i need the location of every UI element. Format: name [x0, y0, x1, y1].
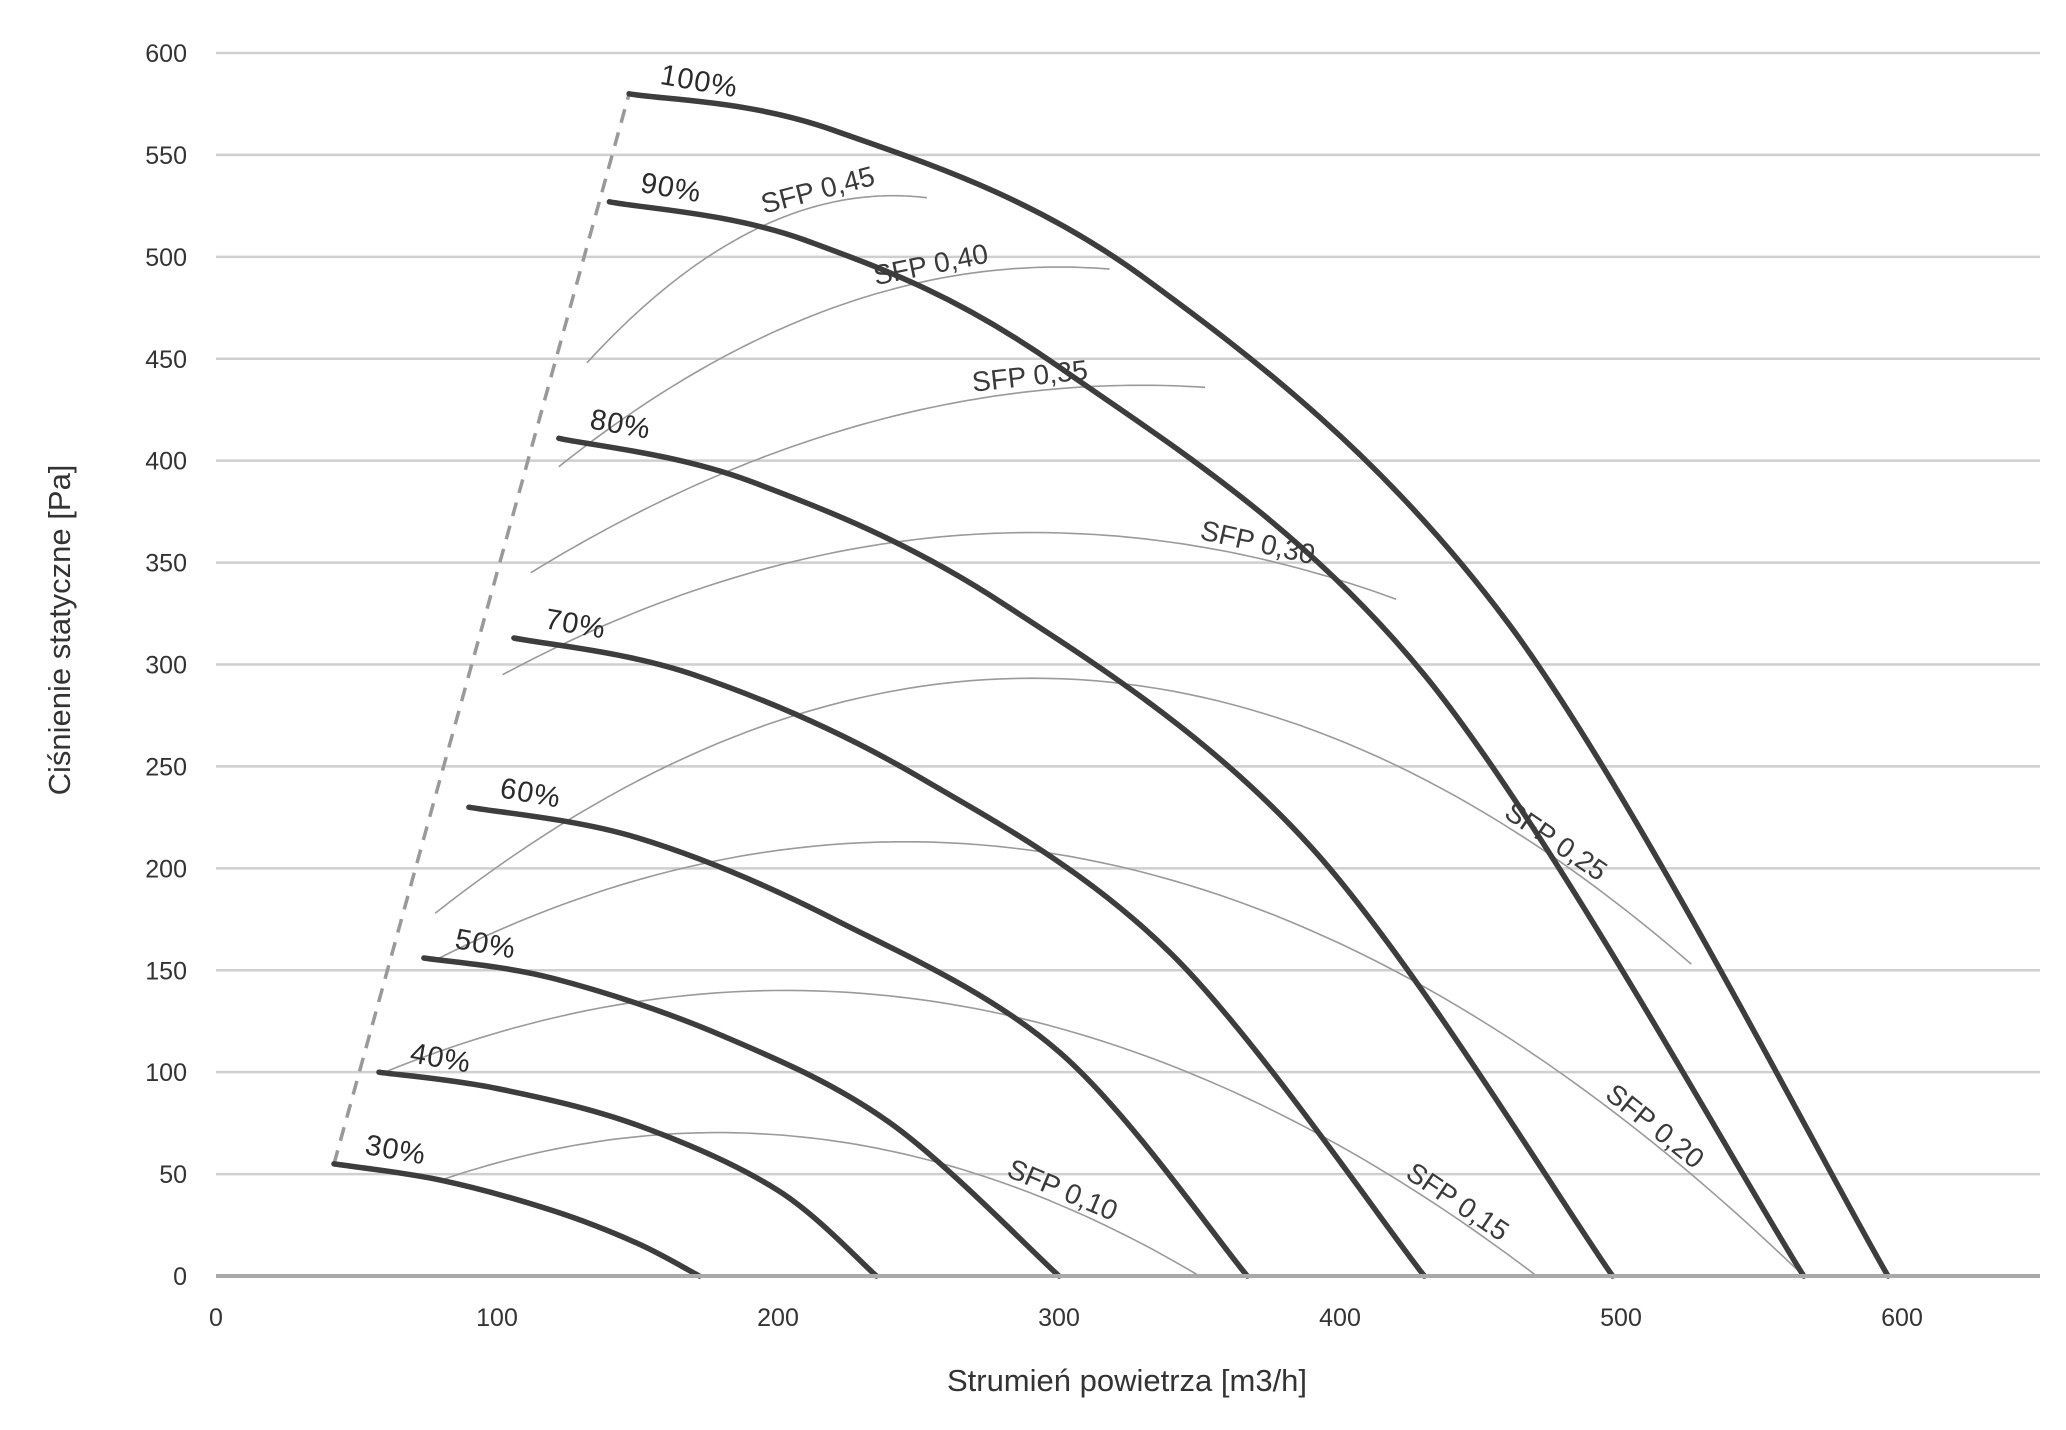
operating-envelope — [332, 93, 631, 1165]
gridlines — [216, 51, 2040, 1176]
fan-curve-80pct — [556, 435, 1616, 1279]
y-tick-label: 0 — [173, 1263, 187, 1291]
x-axis-title: Strumień powietrza [m3/h] — [947, 1363, 1307, 1398]
sfp-label: SFP 0,45 — [758, 160, 878, 219]
fan-speed-label: 70% — [543, 603, 609, 645]
sfp-line — [434, 677, 1692, 965]
y-tick-label: 500 — [145, 244, 187, 272]
y-tick-label: 450 — [145, 346, 187, 374]
fan-curve-90pct — [606, 199, 1807, 1279]
y-tick-label: 300 — [145, 652, 187, 680]
fan-curve-50pct — [421, 955, 1062, 1279]
x-tick-label: 600 — [1881, 1304, 1923, 1332]
axes: 0 50 100 150 200 250 300 350 400 450 500 550 600 0 100… — [145, 40, 2040, 1332]
x-tick-label: 400 — [1319, 1304, 1361, 1332]
sfp-label: SFP 0,15 — [1401, 1156, 1515, 1247]
sfp-line — [558, 266, 1110, 468]
fan-speed-label: 80% — [588, 404, 654, 446]
sfp-line — [434, 841, 1805, 1277]
fan-speed-label: 50% — [453, 923, 519, 965]
y-tick-label: 200 — [145, 855, 187, 883]
y-tick-label: 150 — [145, 957, 187, 985]
sfp-line — [586, 194, 927, 364]
fan-speed-label: 60% — [498, 773, 564, 815]
x-tick-label: 200 — [757, 1304, 799, 1332]
sfp-line — [530, 384, 1206, 574]
y-axis-title: Ciśnienie statyczne [Pa] — [42, 465, 77, 796]
fan-curve-100pct — [626, 91, 1891, 1279]
fan-curve-70pct — [511, 635, 1428, 1279]
y-tick-label: 400 — [145, 448, 187, 476]
envelope-line — [332, 93, 631, 1165]
x-tick-label: 100 — [476, 1304, 518, 1332]
y-tick-label: 550 — [145, 142, 187, 170]
sfp-lines — [384, 194, 1805, 1277]
sfp-label: SFP 0,35 — [970, 354, 1089, 398]
x-tick-label: 0 — [209, 1304, 223, 1332]
x-tick-label: 500 — [1600, 1304, 1642, 1332]
fan-speed-label: 90% — [638, 167, 704, 209]
y-tick-label: 350 — [145, 550, 187, 578]
sfp-line — [440, 1131, 1200, 1277]
fan-curve-60pct — [466, 804, 1251, 1279]
sfp-line — [502, 531, 1397, 676]
x-tick-label: 300 — [1038, 1304, 1080, 1332]
y-tick-label: 250 — [145, 753, 187, 781]
y-tick-label: 600 — [145, 40, 187, 68]
sfp-line — [384, 989, 1538, 1277]
fan-speed-label: 30% — [363, 1129, 429, 1171]
y-tick-label: 50 — [159, 1161, 187, 1189]
fan-curve-40pct — [376, 1069, 880, 1279]
sfp-label: SFP 0,40 — [871, 238, 991, 291]
sfp-label: SFP 0,25 — [1499, 796, 1612, 887]
fan-curve-30pct — [331, 1161, 703, 1279]
fan-curves — [331, 91, 1891, 1279]
y-tick-label: 100 — [145, 1059, 187, 1087]
